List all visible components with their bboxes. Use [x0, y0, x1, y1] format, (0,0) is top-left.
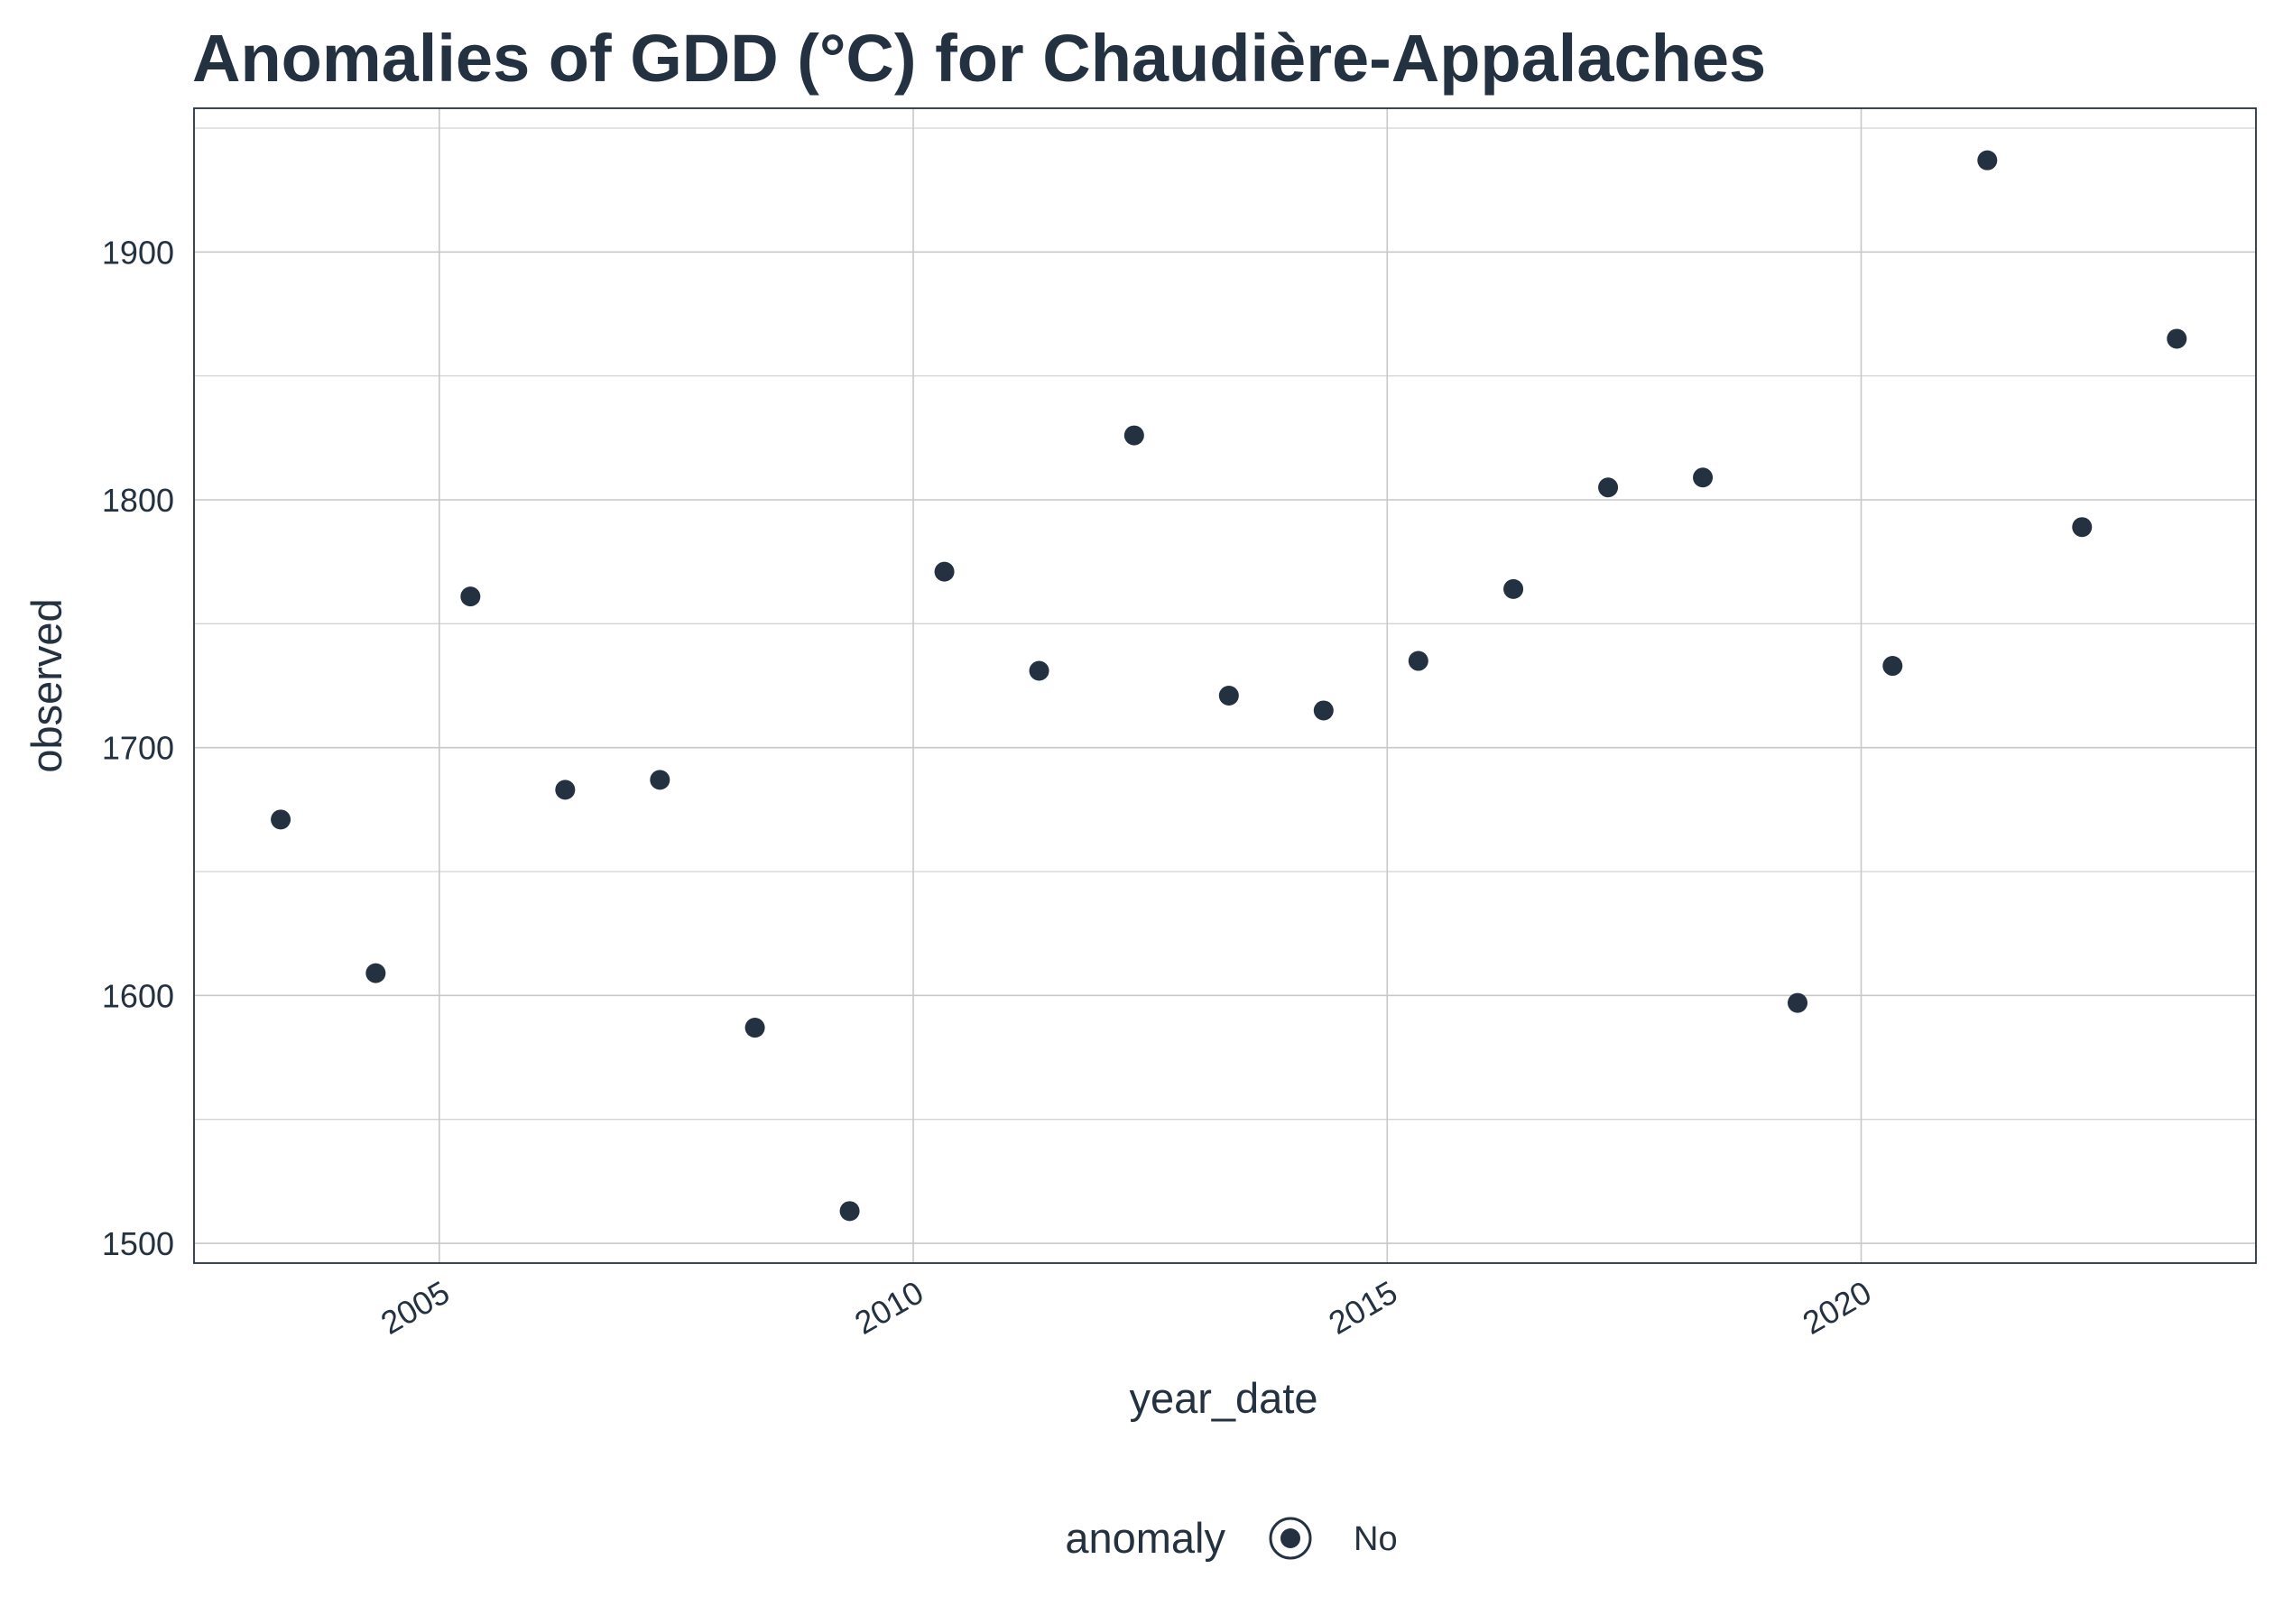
x-tick-label: 2010: [848, 1273, 929, 1342]
data-point: [744, 1018, 765, 1038]
data-point: [934, 561, 955, 582]
x-tick-label: 2015: [1322, 1273, 1403, 1342]
data-point: [1882, 656, 1903, 677]
data-point: [839, 1201, 860, 1222]
y-tick-label: 1700: [102, 730, 174, 767]
legend-title: anomaly: [1065, 1514, 1225, 1562]
data-point: [1218, 685, 1239, 706]
x-tick-label: 2005: [374, 1273, 456, 1342]
y-tick-label: 1800: [102, 482, 174, 519]
data-point: [1977, 150, 1998, 171]
data-point: [2072, 517, 2093, 538]
data-point: [555, 780, 576, 800]
x-axis-label: year_date: [1129, 1374, 1317, 1422]
y-tick-label: 1500: [102, 1225, 174, 1262]
legend-key-point: [1280, 1528, 1300, 1548]
x-tick-label: 2020: [1797, 1273, 1878, 1342]
x-axis-ticks: 2005 2010 2015 2020: [374, 1273, 1878, 1342]
data-point: [650, 770, 670, 790]
data-point: [1788, 992, 1808, 1013]
data-point: [271, 809, 291, 830]
y-axis-ticks: 1500 1600 1700 1800 1900: [102, 234, 174, 1262]
y-tick-label: 1900: [102, 234, 174, 271]
data-point: [1408, 651, 1428, 671]
legend: anomaly No: [1065, 1514, 1397, 1562]
legend-entry-no: No: [1354, 1520, 1398, 1558]
plot-panel-border: [193, 107, 2257, 1264]
data-point: [1123, 425, 1144, 446]
data-point: [1313, 700, 1334, 721]
data-point: [1693, 467, 1714, 488]
chart-title: Anomalies of GDD (°C) for Chaudière-Appa…: [192, 21, 1766, 96]
data-point: [1503, 578, 1524, 599]
legend-key-ring: [1269, 1517, 1312, 1560]
y-tick-label: 1600: [102, 977, 174, 1014]
major-gridlines: [194, 108, 2256, 1263]
data-point: [1598, 477, 1619, 498]
minor-gridlines: [194, 127, 2256, 1121]
data-point: [2167, 328, 2187, 349]
data-point: [1029, 660, 1049, 681]
data-points: [271, 150, 2187, 1222]
data-point: [365, 963, 386, 983]
y-axis-label: observed: [23, 598, 70, 772]
data-point: [460, 586, 481, 607]
